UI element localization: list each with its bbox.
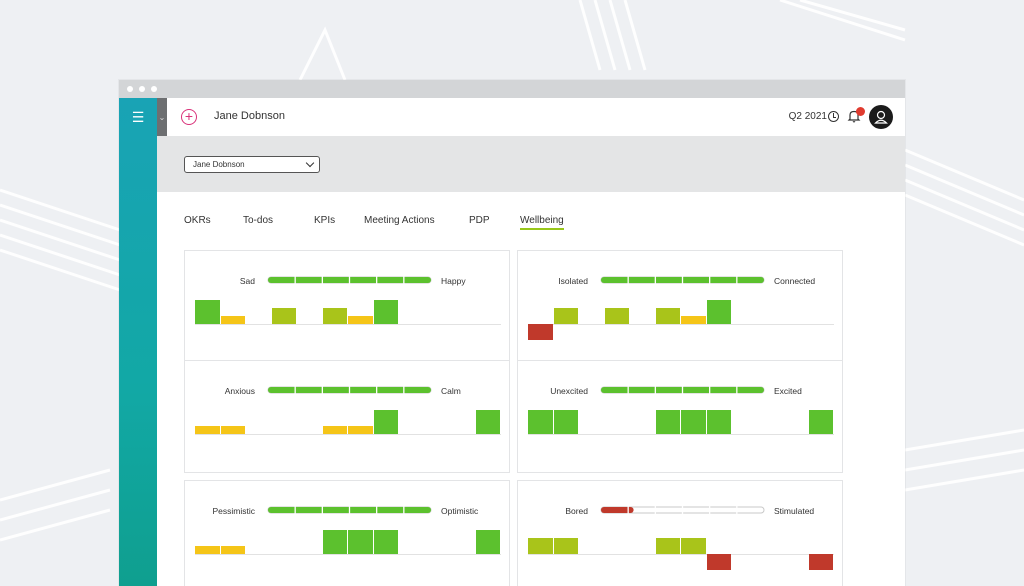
sidebar: ☰ [119, 98, 157, 586]
history-baseline [528, 434, 834, 435]
history-bar [655, 308, 680, 324]
history-baseline [195, 434, 501, 435]
tab-todos[interactable]: To-dos [243, 215, 274, 226]
history-bar [808, 554, 833, 570]
top-bar: + Jane Dobnson Q2 2021 [167, 98, 905, 136]
history-baseline [528, 324, 834, 325]
history-bar [322, 308, 347, 324]
history-bar [528, 324, 553, 340]
history-bar [655, 410, 680, 434]
history-bar [706, 554, 731, 570]
history-bar [681, 316, 706, 324]
current-user-name: Jane Dobnson [214, 110, 285, 122]
wellbeing-card: Sad Happy [184, 250, 510, 363]
tab-wellbeing[interactable]: Wellbeing [520, 215, 564, 230]
history-bar [373, 530, 398, 554]
window-dot [139, 86, 145, 92]
scale-label-high: Optimistic [441, 506, 479, 516]
add-button[interactable]: + [181, 109, 197, 125]
history-bar [322, 426, 347, 434]
hamburger-menu-icon[interactable]: ☰ [131, 108, 145, 125]
history-bar [475, 410, 500, 434]
history-bar [348, 530, 373, 554]
user-icon [874, 110, 888, 124]
tab-okrs[interactable]: OKRs [184, 215, 211, 226]
scale-label-high: Excited [774, 386, 802, 396]
scale-label-high: Connected [774, 276, 816, 286]
wellbeing-slider[interactable] [267, 386, 432, 394]
tab-kpis[interactable]: KPIs [314, 215, 336, 226]
scale-label-low: Bored [565, 506, 588, 516]
slider-fill [601, 507, 634, 513]
window-titlebar [119, 80, 905, 98]
tab-meeting-actions[interactable]: Meeting Actions [364, 215, 435, 226]
window-dot [127, 86, 133, 92]
wellbeing-slider[interactable] [600, 506, 765, 514]
chevron-down-icon[interactable]: ⌄ [157, 98, 167, 136]
user-select-value: Jane Dobnson [193, 160, 245, 169]
scale-label-low: Sad [239, 276, 255, 286]
tab-pdp[interactable]: PDP [469, 215, 490, 226]
notification-badge [856, 107, 865, 116]
wellbeing-card: Anxious Calm [184, 360, 510, 473]
wellbeing-slider[interactable] [600, 386, 765, 394]
history-baseline [195, 554, 501, 555]
wellbeing-card: Bored Stimulated [517, 480, 843, 586]
scale-label-high: Calm [441, 386, 461, 396]
scale-label-low: Isolated [558, 276, 588, 286]
scale-label-high: Stimulated [774, 506, 815, 516]
scale-label-high: Happy [441, 276, 466, 286]
history-bar [220, 426, 245, 434]
wellbeing-slider[interactable] [267, 276, 432, 284]
clock-icon[interactable] [828, 111, 839, 122]
history-bar [195, 426, 220, 434]
history-bar [553, 308, 578, 324]
wellbeing-card: Pessimistic Optimistic [184, 480, 510, 586]
scale-label-low: Anxious [224, 386, 255, 396]
scale-label-low: Pessimistic [212, 506, 255, 516]
history-bar [220, 316, 245, 324]
filter-bar: Jane Dobnson [157, 136, 905, 192]
wellbeing-card: Isolated Connected [517, 250, 843, 363]
history-bar [195, 300, 220, 324]
history-bar [528, 538, 553, 554]
wellbeing-card: Unexcited Excited [517, 360, 843, 473]
quarter-label[interactable]: Q2 2021 [788, 111, 827, 122]
history-baseline [528, 554, 834, 555]
history-bar [528, 410, 553, 434]
history-bar [322, 530, 347, 554]
history-bar [604, 308, 629, 324]
history-bar [706, 410, 731, 434]
history-bar [681, 538, 706, 554]
history-bar [655, 538, 680, 554]
window-dot [151, 86, 157, 92]
history-bar [348, 426, 373, 434]
history-bar [681, 410, 706, 434]
history-bar [220, 546, 245, 554]
chevron-down-icon [305, 158, 315, 168]
history-bar [373, 410, 398, 434]
wellbeing-slider[interactable] [600, 276, 765, 284]
user-select[interactable]: Jane Dobnson [184, 156, 320, 173]
history-bar [706, 300, 731, 324]
history-baseline [195, 324, 501, 325]
history-bar [553, 538, 578, 554]
history-bar [373, 300, 398, 324]
app-window: ☰ ⌄ + Jane Dobnson Q2 2021 Jane Dobnson … [119, 80, 905, 586]
wellbeing-slider[interactable] [267, 506, 432, 514]
history-bar [553, 410, 578, 434]
avatar[interactable] [869, 105, 893, 129]
history-bar [808, 410, 833, 434]
history-bar [348, 316, 373, 324]
history-bar [271, 308, 296, 324]
history-bar [475, 530, 500, 554]
scale-label-low: Unexcited [550, 386, 588, 396]
history-bar [195, 546, 220, 554]
